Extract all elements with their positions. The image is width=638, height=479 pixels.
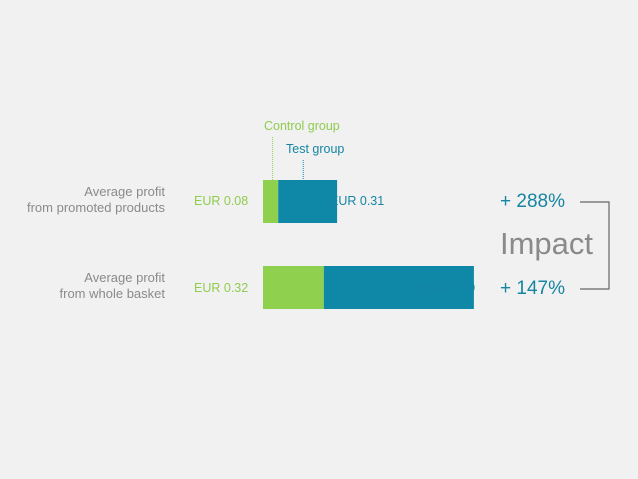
bar-test-1 xyxy=(323,266,474,309)
value-label-control-basket: EUR 0.32 xyxy=(194,281,249,295)
legend-control-group: Control group xyxy=(264,119,340,133)
legend-test-group: Test group xyxy=(286,142,345,156)
value-label-control-promoted: EUR 0.08 xyxy=(194,194,249,208)
row-label-line2: from promoted products xyxy=(26,200,165,215)
bar-control-0 xyxy=(263,180,279,223)
row-label-promoted: Average profit from promoted products xyxy=(27,184,165,216)
row-label-line1: Average profit xyxy=(84,270,165,285)
bar-test-0 xyxy=(278,180,338,223)
value-label-test-promoted: EUR 0.31 xyxy=(330,194,385,208)
bar-control-1 xyxy=(263,266,324,309)
impact-change-basket: + 147% xyxy=(500,278,565,299)
row-label-line1: Average profit xyxy=(84,184,165,199)
impact-bracket xyxy=(580,201,610,290)
impact-label: Impact xyxy=(500,226,594,261)
impact-change-promoted: + 288% xyxy=(500,191,565,212)
row-label-line2: from whole basket xyxy=(59,286,166,301)
row-label-basket: Average profit from whole basket xyxy=(60,270,166,302)
value-label-test-basket: EUR 0.79 xyxy=(421,281,476,295)
